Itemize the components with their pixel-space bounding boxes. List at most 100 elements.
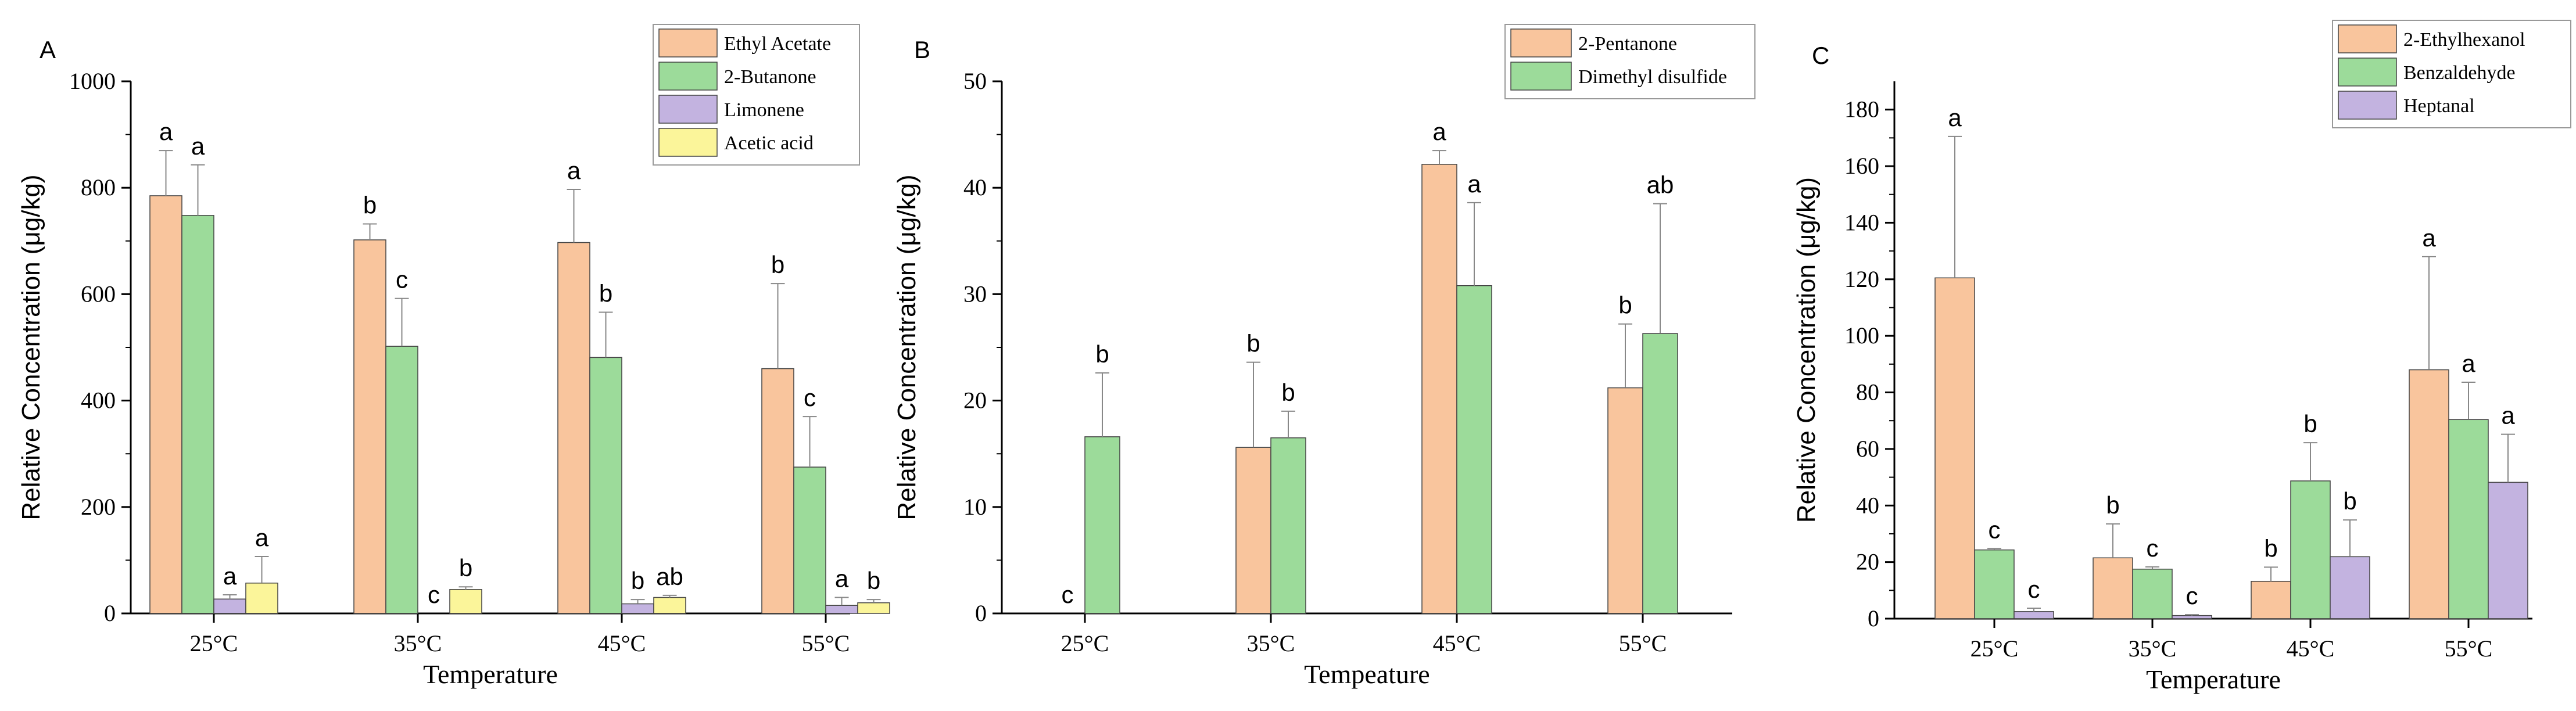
y-tick-label: 0 <box>104 600 116 626</box>
bar-ethyl-acetate <box>149 195 182 614</box>
panel-b-bar-chart: B 0 10 20 30 40 50 Relative Concentration (μg/k… <box>893 24 1755 689</box>
significance-letter: b <box>599 280 612 307</box>
significance-letter: c <box>2186 582 2198 609</box>
legend-swatch <box>2338 24 2397 53</box>
x-tick-label: 45°C <box>598 630 646 656</box>
y-tick-label: 1000 <box>69 68 116 94</box>
y-tick-label: 160 <box>1844 153 1879 179</box>
x-tick-label: 55°C <box>2445 635 2493 662</box>
y-tick-label: 140 <box>1844 209 1879 235</box>
bar-dimethyl-disulfide <box>1456 285 1492 614</box>
y-tick-label: 800 <box>81 174 116 200</box>
y-tick-label: 50 <box>963 68 987 94</box>
bar-ethyl-acetate <box>557 242 590 614</box>
y-tick-label: 0 <box>1868 605 1879 631</box>
bar-heptanal <box>2488 482 2528 619</box>
significance-letter: c <box>2147 534 2159 562</box>
y-tick-label: 40 <box>963 174 987 200</box>
y-tick-label: 0 <box>975 600 987 626</box>
significance-letter: c <box>396 266 408 293</box>
bar-dimethyl-disulfide <box>1270 437 1306 614</box>
significance-letter: a <box>835 565 849 592</box>
bar-2-pentanone <box>1421 164 1457 614</box>
significance-letter: a <box>159 118 173 145</box>
bar-2-pentanone <box>1607 387 1643 614</box>
significance-letter: b <box>1281 379 1295 406</box>
significance-letter: b <box>771 251 784 278</box>
bar-acetic-acid <box>653 597 686 614</box>
y-tick-label: 80 <box>1856 379 1879 405</box>
x-axis-title: Temperature <box>2146 665 2281 694</box>
bar-dimethyl-disulfide <box>1642 333 1678 614</box>
panel-a-bar-chart: A 0 200 400 600 800 1000 Relative Concentration… <box>17 24 890 689</box>
panel-letter: B <box>914 36 930 63</box>
bar-2-butanone <box>589 357 622 614</box>
legend-label: Dimethyl disulfide <box>1578 66 1727 88</box>
significance-letter: a <box>2422 224 2436 252</box>
x-tick-label: 35°C <box>394 630 442 656</box>
bar-2-butanone <box>181 215 214 614</box>
x-tick-label: 45°C <box>1433 630 1481 656</box>
significance-letter: b <box>2303 410 2317 437</box>
significance-letter: c <box>2028 576 2040 603</box>
y-tick-label: 30 <box>963 281 987 307</box>
significance-letter: b <box>631 567 644 594</box>
significance-letter: b <box>867 567 880 594</box>
significance-letter: a <box>223 562 237 590</box>
y-tick-label: 40 <box>1856 492 1879 518</box>
y-axis-title: Relative Concentration (μg/kg) <box>1792 177 1821 523</box>
y-tick-label: 20 <box>1856 549 1879 575</box>
bar-heptanal <box>2330 556 2370 619</box>
significance-letter: b <box>1618 292 1632 319</box>
significance-letter: a <box>2462 350 2475 377</box>
bar-benzaldehyde <box>2290 480 2331 619</box>
y-tick-label: 200 <box>81 494 116 520</box>
bar-benzaldehyde <box>1974 549 2015 619</box>
significance-letter: b <box>363 191 377 218</box>
significance-letter: c <box>804 384 816 411</box>
legend-label: Limonene <box>724 99 804 121</box>
bar-limonene <box>621 603 654 614</box>
x-tick-label: 55°C <box>1619 630 1667 656</box>
legend-swatch <box>2338 91 2397 120</box>
panel-c-bar-chart: C 0 20 40 60 80 100 120 140 160 180 Relative Concen… <box>1792 20 2571 694</box>
y-tick-label: 20 <box>963 387 987 414</box>
significance-letter: c <box>1062 581 1074 608</box>
y-tick-label: 400 <box>81 387 116 414</box>
bar-limonene <box>825 605 858 614</box>
bar-dimethyl-disulfide <box>1084 436 1120 614</box>
significance-letter: b <box>1095 340 1109 368</box>
bar-heptanal <box>2172 615 2212 619</box>
legend-swatch <box>658 28 718 58</box>
significance-letter: a <box>1467 170 1481 198</box>
significance-letter: a <box>1948 104 1962 131</box>
legend-label: 2-Butanone <box>724 66 816 88</box>
significance-letter: b <box>2264 534 2277 562</box>
significance-letter: b <box>459 554 472 581</box>
x-axis-title: Temperature <box>423 659 558 689</box>
panel-letter: C <box>1812 42 1829 69</box>
significance-letter: b <box>2343 487 2356 515</box>
significance-letter: b <box>1246 330 1260 357</box>
bar-2-ethylhexanol <box>2093 557 2133 619</box>
significance-letter: ab <box>1647 171 1674 199</box>
significance-letter: c <box>428 581 440 608</box>
bar-2-pentanone <box>1235 447 1271 614</box>
x-tick-label: 35°C <box>2129 635 2177 662</box>
x-tick-label: 55°C <box>802 630 850 656</box>
legend-swatch <box>658 95 718 124</box>
x-tick-label: 25°C <box>1061 630 1109 656</box>
bar-2-ethylhexanol <box>2409 369 2449 619</box>
bar-acetic-acid <box>449 589 482 614</box>
y-tick-label: 180 <box>1844 96 1879 123</box>
bar-2-butanone <box>385 346 418 614</box>
bar-acetic-acid <box>245 583 278 614</box>
significance-letter: a <box>567 157 581 184</box>
panel-letter: A <box>40 36 56 63</box>
legend-swatch <box>658 62 718 91</box>
significance-letter: a <box>1432 118 1446 145</box>
y-tick-label: 100 <box>1844 322 1879 349</box>
y-tick-label: 60 <box>1856 436 1879 462</box>
legend-swatch <box>658 128 718 157</box>
